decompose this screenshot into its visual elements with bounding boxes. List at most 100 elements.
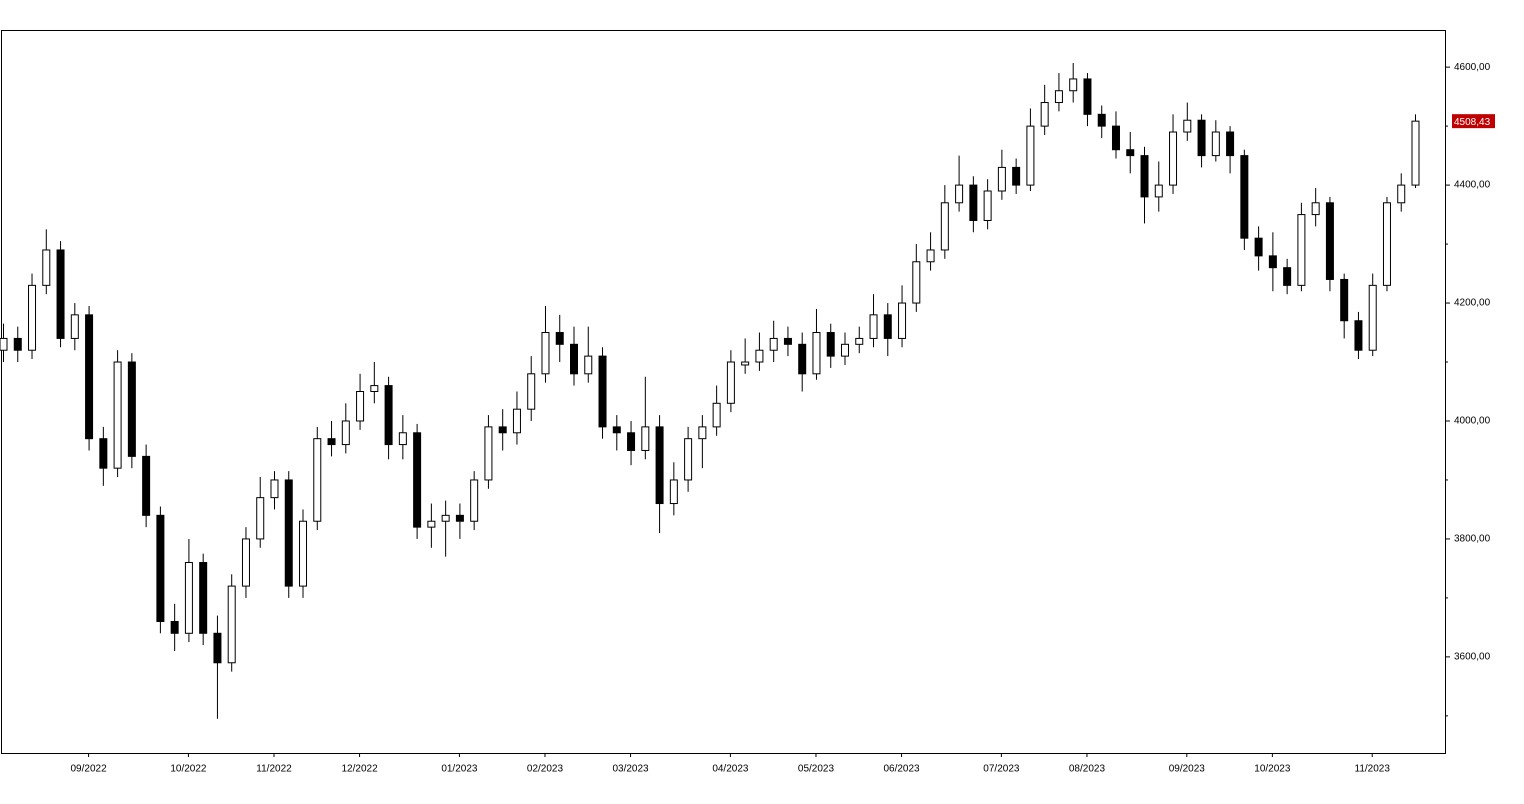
candle-body bbox=[85, 314, 94, 440]
candle-body bbox=[1169, 131, 1178, 186]
candle-body bbox=[42, 249, 51, 286]
x-tick-label: 11/2022 bbox=[256, 764, 292, 775]
candle-body bbox=[1397, 184, 1406, 204]
candle-body bbox=[170, 620, 179, 634]
candle-body bbox=[997, 166, 1006, 192]
candle-body bbox=[612, 426, 621, 434]
candle-body bbox=[184, 562, 193, 634]
x-tick-label: 10/2022 bbox=[170, 764, 207, 775]
candle-body bbox=[1012, 166, 1021, 186]
x-tick-label: 10/2023 bbox=[1254, 764, 1291, 775]
last-price-label: 4508,43 bbox=[1454, 117, 1491, 128]
candle-body bbox=[313, 438, 322, 522]
candle-body bbox=[1140, 155, 1149, 198]
x-tick-label: 09/2023 bbox=[1169, 764, 1206, 775]
candle-body bbox=[199, 562, 208, 634]
candle-body bbox=[398, 432, 407, 446]
candle-body bbox=[726, 361, 735, 404]
candle-body bbox=[755, 349, 764, 363]
candle-body bbox=[327, 438, 336, 446]
candle-body bbox=[798, 343, 807, 375]
candle-body bbox=[56, 249, 65, 339]
candle-body bbox=[1097, 113, 1106, 127]
last-price-box bbox=[1452, 114, 1495, 129]
candle-body bbox=[484, 426, 493, 481]
candle-body bbox=[826, 332, 835, 357]
x-tick-label: 12/2022 bbox=[341, 764, 378, 775]
candle-body bbox=[955, 184, 964, 204]
candle-body bbox=[684, 438, 693, 481]
candle-body bbox=[1254, 237, 1263, 257]
y-tick-label: 3800,00 bbox=[1454, 534, 1491, 545]
candle-body bbox=[498, 426, 507, 434]
candle-body bbox=[741, 361, 750, 366]
candle-body bbox=[1297, 214, 1306, 286]
candle-body bbox=[1083, 78, 1092, 115]
candle-body bbox=[969, 184, 978, 221]
candle-body bbox=[1226, 131, 1235, 157]
candle-body bbox=[356, 391, 365, 422]
candle-body bbox=[99, 438, 108, 469]
candle-body bbox=[869, 314, 878, 339]
x-tick-label: 06/2023 bbox=[883, 764, 920, 775]
candle-body bbox=[570, 343, 579, 375]
y-tick-label: 4000,00 bbox=[1454, 416, 1491, 427]
x-tick-label: 04/2023 bbox=[712, 764, 749, 775]
candle-body bbox=[655, 426, 664, 505]
candle-body bbox=[641, 426, 650, 451]
candle-body bbox=[1197, 119, 1206, 157]
candle-body bbox=[541, 332, 550, 375]
candle-body bbox=[940, 202, 949, 251]
candle-body bbox=[1054, 90, 1063, 104]
x-tick-label: 05/2023 bbox=[798, 764, 835, 775]
candle-body bbox=[142, 455, 151, 516]
candle-body bbox=[912, 261, 921, 304]
candle-body bbox=[270, 479, 279, 499]
candle-body bbox=[0, 337, 8, 351]
y-tick-label: 4600,00 bbox=[1454, 62, 1491, 73]
candle-body bbox=[1240, 155, 1249, 239]
candle-body bbox=[413, 432, 422, 528]
x-tick-label: 09/2022 bbox=[70, 764, 107, 775]
candle-body bbox=[512, 408, 521, 434]
candle-body bbox=[70, 314, 79, 339]
candle-body bbox=[1154, 184, 1163, 198]
candle-body bbox=[28, 284, 37, 351]
candle-body bbox=[127, 361, 136, 457]
candle-body bbox=[470, 479, 479, 522]
candle-body bbox=[1026, 125, 1035, 186]
candle-body bbox=[213, 632, 222, 664]
candle-body bbox=[926, 249, 935, 263]
candle-body bbox=[1268, 255, 1277, 269]
candle-body bbox=[13, 337, 22, 351]
candle-body bbox=[1411, 120, 1420, 186]
candle-body bbox=[1368, 284, 1377, 351]
candle-body bbox=[883, 314, 892, 339]
candle-body bbox=[527, 373, 536, 410]
y-tick-label: 4200,00 bbox=[1454, 298, 1491, 309]
candle-body bbox=[1211, 131, 1220, 157]
candle-body bbox=[441, 514, 450, 522]
candle-body bbox=[769, 337, 778, 351]
candle-body bbox=[698, 426, 707, 440]
candle-body bbox=[555, 332, 564, 345]
x-tick-label: 03/2023 bbox=[612, 764, 649, 775]
y-tick-label: 3600,00 bbox=[1454, 652, 1491, 663]
y-tick-label: 4400,00 bbox=[1454, 180, 1491, 191]
candle-body bbox=[156, 514, 165, 622]
candle-body bbox=[241, 538, 250, 587]
candle-body bbox=[1183, 119, 1192, 133]
x-tick-label: 07/2023 bbox=[983, 764, 1020, 775]
candle-body bbox=[299, 520, 308, 587]
candle-body bbox=[1325, 202, 1334, 280]
candle-body bbox=[840, 343, 849, 357]
candle-body bbox=[598, 355, 607, 428]
candle-body bbox=[1040, 102, 1049, 127]
candle-body bbox=[113, 361, 122, 469]
candle-body bbox=[1111, 125, 1120, 151]
candle-body bbox=[898, 302, 907, 339]
x-tick-label: 08/2023 bbox=[1069, 764, 1106, 775]
x-tick-label: 11/2023 bbox=[1355, 764, 1391, 775]
candle-body bbox=[427, 520, 436, 528]
plot-frame bbox=[1, 30, 1446, 754]
